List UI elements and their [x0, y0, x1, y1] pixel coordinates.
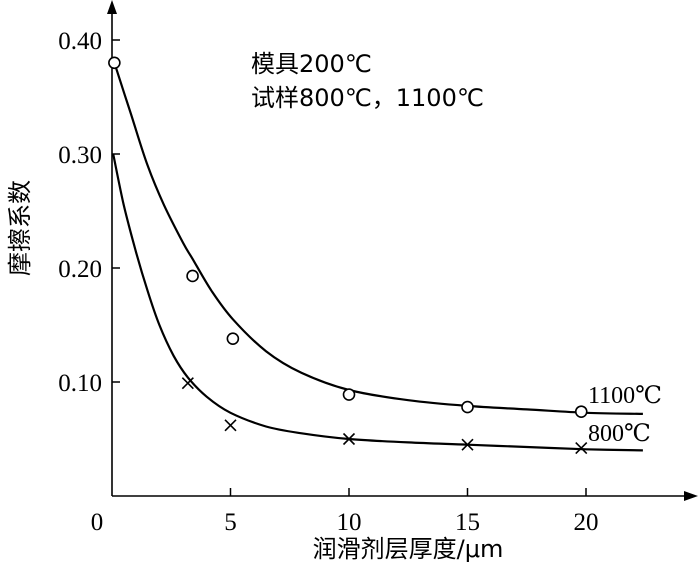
x-ticks: 0 5 10 15 20 — [91, 488, 599, 536]
series-line-800 — [112, 153, 643, 452]
y-tick-label: 0.40 — [58, 28, 102, 55]
data-point-800 — [342, 432, 356, 446]
data-point-800 — [224, 419, 237, 432]
x-tick-label: 20 — [574, 509, 599, 536]
data-point-1100 — [186, 269, 199, 283]
y-ticks: 0.10 0.20 0.30 0.40 — [58, 28, 120, 397]
x-axis-title: 润滑剂层厚度/μm — [313, 535, 504, 563]
x-tick-label: 0 — [91, 509, 104, 536]
y-axis-arrow-icon — [107, 0, 117, 14]
series-line-1100 — [113, 62, 643, 415]
data-point-800 — [181, 377, 194, 390]
x-axis-arrow-icon — [684, 491, 698, 501]
series-curves — [112, 62, 643, 452]
series-label-800: 800℃ — [588, 421, 651, 447]
data-point-1100 — [574, 405, 588, 418]
data-point-1100 — [226, 332, 240, 345]
data-point-1100 — [108, 56, 121, 70]
y-tick-label: 0.30 — [58, 142, 102, 169]
y-tick-label: 0.20 — [58, 256, 102, 283]
x-tick-label: 5 — [224, 509, 237, 536]
data-point-800 — [575, 442, 588, 455]
y-tick-label: 0.10 — [58, 370, 102, 397]
data-point-1100 — [461, 400, 474, 414]
y-axis-title: 摩擦系数 — [6, 180, 34, 276]
x-tick-label: 10 — [337, 509, 362, 536]
series-label-1100: 1100℃ — [588, 383, 662, 409]
annotation-mold-temp: 模具200℃ — [251, 50, 372, 78]
annotation-sample-temp: 试样800℃，1100℃ — [251, 84, 484, 112]
series-markers — [108, 56, 588, 455]
data-point-1100 — [342, 388, 356, 401]
data-point-800 — [461, 438, 474, 451]
x-tick-label: 15 — [455, 509, 480, 536]
axes — [107, 0, 698, 501]
